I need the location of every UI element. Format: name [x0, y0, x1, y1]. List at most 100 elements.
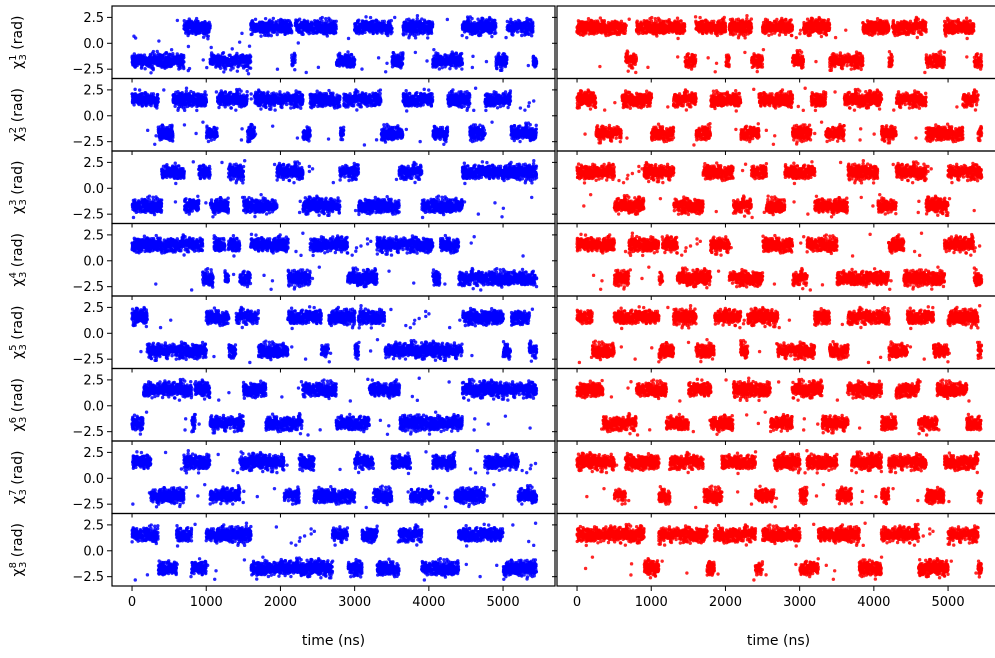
- data-point: [222, 70, 226, 74]
- data-point: [505, 55, 509, 59]
- data-point: [400, 62, 405, 66]
- data-point: [448, 66, 452, 71]
- data-point: [723, 25, 728, 29]
- data-point: [357, 18, 361, 22]
- data-point: [253, 17, 258, 22]
- data-point: [494, 21, 498, 26]
- data-point: [749, 17, 754, 21]
- data-point: [235, 69, 240, 73]
- data-point: [149, 71, 153, 75]
- data-point: [745, 17, 749, 21]
- data-point: [293, 68, 297, 72]
- data-point: [470, 65, 475, 70]
- data-point: [291, 63, 295, 67]
- panels-layer: 2.50.0−2.52.50.0−2.52.50.0−2.52.50.0−2.5…: [72, 5, 995, 610]
- data-point: [275, 32, 279, 37]
- data-point: [293, 53, 297, 57]
- data-point: [205, 65, 209, 70]
- data-point: [201, 58, 205, 62]
- data-point: [182, 66, 186, 71]
- data-point: [248, 66, 253, 70]
- data-point: [743, 50, 747, 55]
- data-point: [151, 49, 156, 54]
- data-point: [520, 33, 524, 38]
- data-point: [706, 56, 710, 60]
- data-point: [324, 16, 328, 21]
- data-point: [471, 54, 475, 59]
- data-point: [390, 26, 394, 31]
- data-point: [526, 63, 531, 68]
- data-point: [626, 50, 630, 54]
- data-point: [627, 17, 631, 21]
- data-point: [761, 47, 766, 52]
- data-point: [460, 62, 464, 67]
- data-point: [245, 68, 249, 73]
- data-point: [385, 61, 389, 65]
- data-point: [426, 36, 430, 40]
- data-point: [430, 23, 435, 27]
- data-point: [777, 33, 782, 37]
- data-point: [182, 60, 186, 64]
- data-point: [755, 69, 759, 74]
- data-point: [316, 65, 321, 70]
- data-point: [259, 34, 263, 38]
- data-point: [460, 57, 464, 61]
- data-point: [333, 30, 338, 35]
- data-point: [693, 59, 698, 63]
- data-point: [334, 19, 338, 23]
- data-point: [460, 67, 464, 71]
- data-point: [415, 17, 419, 21]
- data-point: [460, 33, 464, 38]
- data-point: [169, 48, 174, 52]
- data-point: [143, 67, 147, 71]
- data-point: [194, 16, 199, 21]
- data-point: [493, 28, 497, 33]
- data-point: [221, 51, 226, 55]
- data-point: [164, 50, 169, 55]
- data-point: [301, 32, 305, 37]
- data-point: [484, 59, 489, 64]
- data-point: [263, 16, 268, 21]
- data-point: [465, 35, 469, 40]
- series-points: [130, 14, 539, 76]
- data-point: [352, 58, 357, 62]
- data-point: [624, 23, 628, 28]
- data-point: [749, 29, 753, 34]
- data-point: [368, 15, 373, 20]
- data-point: [413, 50, 418, 55]
- data-point: [770, 32, 774, 36]
- data-point: [586, 17, 591, 21]
- data-point: [655, 34, 659, 38]
- data-point: [320, 15, 324, 20]
- data-point: [676, 55, 680, 59]
- data-point: [392, 52, 396, 56]
- data-point: [267, 29, 271, 33]
- y-tick-label: −2.5: [72, 63, 104, 78]
- data-point: [440, 65, 444, 70]
- data-point: [240, 31, 244, 36]
- data-point: [429, 31, 434, 35]
- data-point: [602, 19, 607, 23]
- data-point: [151, 66, 155, 70]
- data-point: [495, 66, 499, 71]
- data-point: [436, 52, 440, 56]
- data-point: [634, 70, 638, 75]
- data-point: [246, 72, 251, 76]
- data-point: [511, 33, 515, 37]
- data-point: [334, 27, 338, 31]
- data-point: [390, 30, 394, 34]
- data-point: [352, 62, 357, 66]
- data-point: [393, 15, 397, 20]
- data-point: [248, 60, 253, 64]
- data-point: [182, 55, 186, 60]
- data-point: [206, 37, 210, 41]
- data-point: [646, 65, 650, 70]
- data-point: [404, 32, 408, 36]
- data-point: [698, 15, 702, 20]
- data-point: [445, 17, 450, 22]
- data-point: [275, 67, 280, 71]
- data-point: [500, 68, 504, 73]
- data-point: [478, 33, 483, 37]
- data-point: [749, 26, 754, 30]
